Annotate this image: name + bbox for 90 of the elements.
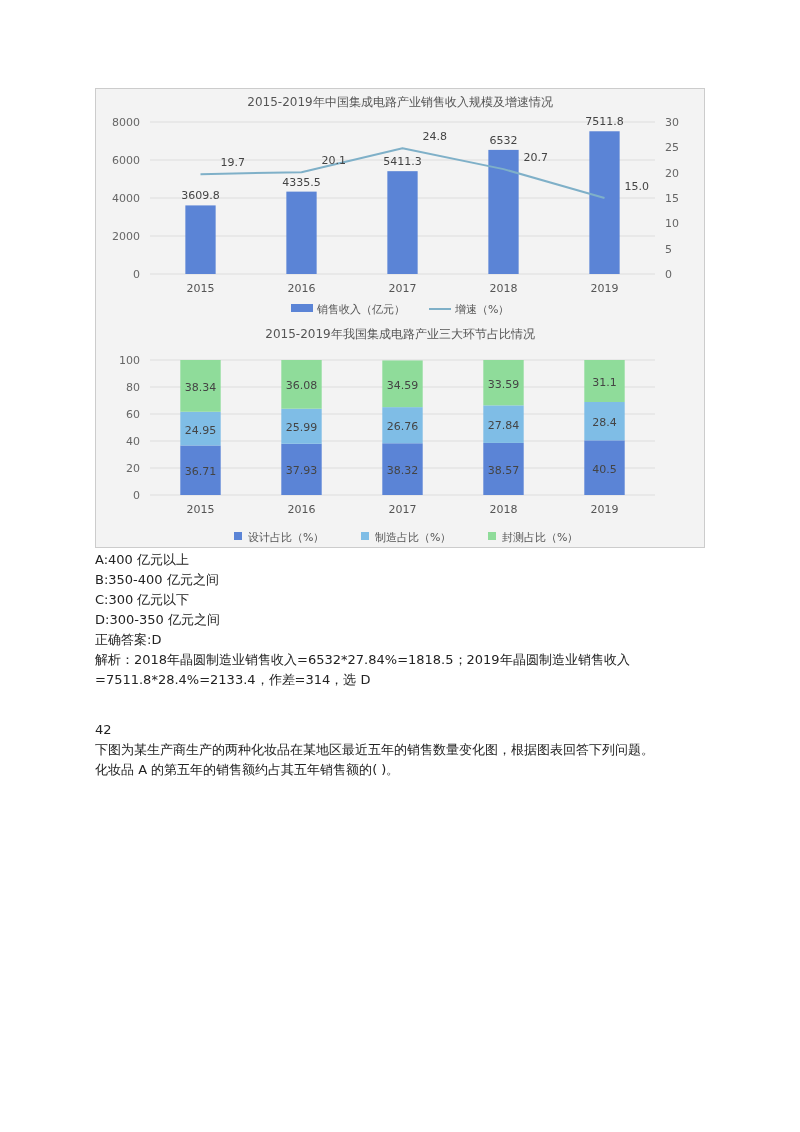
y-tick-label: 80 — [126, 381, 140, 394]
y-tick-label: 4000 — [112, 192, 140, 205]
x-tick-label: 2017 — [388, 503, 417, 516]
y-tick-label: 2000 — [112, 230, 140, 243]
data-label: 28.4 — [592, 416, 617, 430]
bar — [382, 407, 423, 444]
bar — [584, 360, 625, 402]
bar — [382, 443, 423, 495]
text: A:400 亿元以上 — [95, 551, 190, 569]
text: 化妆品 A 的第五年的销售额约占其五年销售额的( )。 — [95, 761, 401, 779]
data-label: 25.99 — [285, 421, 318, 435]
bar — [483, 405, 524, 443]
legend-label: 封测占比（%） — [502, 531, 579, 544]
data-label: 20.7 — [523, 151, 548, 165]
bar — [180, 445, 221, 495]
y-tick-label: 0 — [133, 268, 140, 281]
bar — [281, 408, 322, 444]
data-label: 38.34 — [184, 380, 217, 394]
y-tick-label: 8000 — [112, 116, 140, 129]
x-tick-label: 2017 — [388, 282, 417, 295]
bar — [281, 360, 322, 409]
bar — [584, 440, 625, 495]
x-tick-label: 2015 — [186, 282, 215, 295]
data-label: 7511.8 — [585, 115, 624, 129]
y-tick-label: 0 — [133, 489, 140, 502]
data-label: 5411.3 — [383, 155, 422, 169]
y-tick-label: 6000 — [112, 154, 140, 167]
x-tick-label: 2018 — [489, 503, 518, 516]
text: B:350-400 亿元之间 — [95, 571, 220, 589]
bar — [180, 411, 221, 446]
text: C:300 亿元以下 — [95, 591, 191, 609]
bar — [286, 191, 317, 274]
text: 下图为某生产商生产的两种化妆品在某地区最近五年的销售数量变化图，根据图表回答下列问题。 — [95, 741, 655, 759]
text: 解析：2018年晶圆制造业销售收入=6532*27.84%=1818.5；2019年晶圆制造业销售收入 — [95, 651, 631, 669]
y2-tick-label: 30 — [665, 116, 679, 129]
y2-tick-label: 25 — [665, 141, 679, 155]
data-label: 15.0 — [624, 180, 649, 193]
y2-tick-label: 5 — [665, 242, 672, 256]
y2-tick-label: 0 — [665, 268, 672, 281]
data-label: 24.95 — [184, 423, 217, 437]
data-label: 3609.8 — [181, 189, 220, 203]
legend-label: 制造占比（%） — [375, 531, 452, 544]
bar — [180, 360, 221, 412]
chart-title: 2015-2019年我国集成电路产业三大环节占比情况 — [265, 327, 535, 341]
bar — [488, 149, 519, 274]
bar — [584, 401, 625, 441]
legend-label: 销售收入（亿元） — [316, 303, 405, 316]
y-tick-label: 100 — [119, 354, 140, 367]
data-label: 36.71 — [184, 465, 217, 479]
data-label: 37.93 — [285, 464, 318, 478]
data-label: 26.76 — [386, 420, 419, 434]
text: D:300-350 亿元之间 — [95, 611, 221, 629]
data-label: 20.1 — [321, 154, 346, 168]
data-label: 34.59 — [386, 378, 419, 392]
bar — [281, 443, 322, 495]
data-label: 38.57 — [487, 463, 520, 477]
x-tick-label: 2019 — [590, 503, 619, 516]
legend-label: 设计占比（%） — [248, 531, 325, 544]
data-label: 6532 — [489, 133, 518, 147]
y-tick-label: 60 — [126, 408, 140, 421]
data-label: 24.8 — [422, 130, 447, 144]
text: =7511.8*28.4%=2133.4，作差=314，选 D — [95, 671, 372, 689]
data-label: 4335.5 — [282, 175, 321, 189]
y2-tick-label: 15 — [665, 192, 679, 205]
y2-tick-label: 20 — [665, 166, 679, 180]
text: 正确答案:D — [95, 631, 163, 649]
bar — [483, 360, 524, 406]
data-label: 33.59 — [487, 377, 520, 391]
text: 42 — [95, 721, 113, 739]
data-label: 31.1 — [592, 375, 617, 389]
data-label: 36.08 — [285, 379, 318, 393]
chart-title: 2015-2019年中国集成电路产业销售收入规模及增速情况 — [247, 95, 553, 109]
bar — [483, 442, 524, 495]
y-tick-label: 20 — [126, 462, 140, 475]
x-tick-label: 2015 — [186, 503, 215, 516]
data-label: 38.32 — [386, 464, 419, 478]
x-tick-label: 2018 — [489, 282, 518, 295]
data-label: 19.7 — [220, 156, 245, 170]
bar — [387, 171, 418, 274]
x-tick-label: 2016 — [287, 282, 316, 295]
data-label: 27.84 — [487, 419, 520, 433]
bar — [185, 205, 216, 274]
bar — [382, 360, 423, 408]
x-tick-label: 2016 — [287, 503, 316, 516]
bar — [589, 131, 620, 274]
data-label: 40.5 — [592, 462, 617, 476]
y2-tick-label: 10 — [665, 217, 679, 231]
legend-label: 增速（%） — [454, 303, 510, 316]
x-tick-label: 2019 — [590, 282, 619, 295]
y-tick-label: 40 — [126, 435, 140, 448]
